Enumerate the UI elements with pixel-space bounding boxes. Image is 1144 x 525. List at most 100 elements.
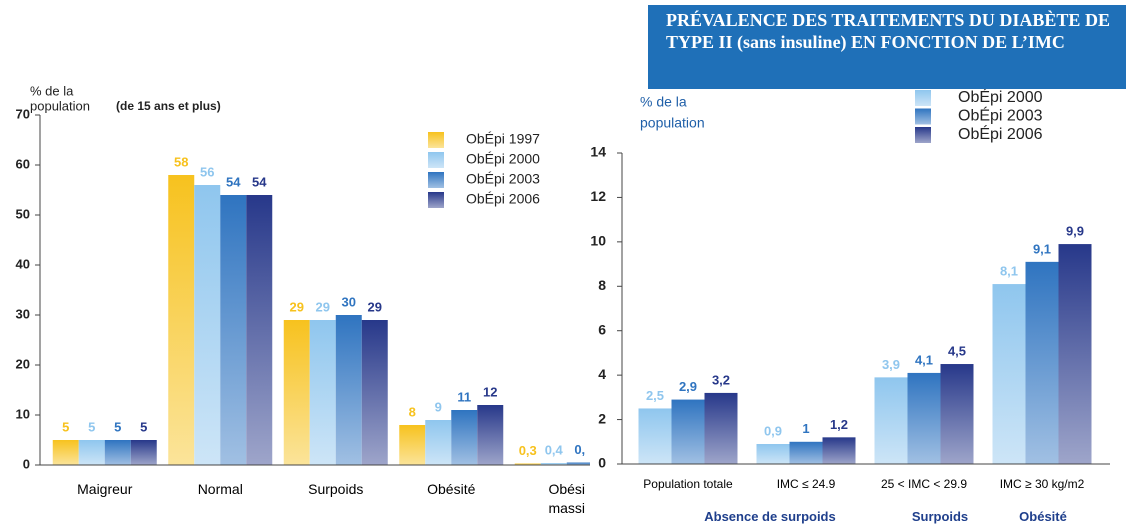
value-label: 29 <box>368 299 382 314</box>
legend-label: ObÉpi 1997 <box>466 131 540 147</box>
value-label: 56 <box>200 164 214 179</box>
bar <box>789 441 823 464</box>
group-label: Surpoids <box>911 509 969 524</box>
bar <box>361 320 388 465</box>
bar <box>540 463 567 465</box>
value-label: 58 <box>174 154 188 169</box>
value-label: 54 <box>226 174 241 189</box>
y-tick-label: 6 <box>598 321 606 337</box>
value-label: 54 <box>252 174 267 189</box>
bar <box>130 440 157 465</box>
value-label: 0, <box>574 442 585 457</box>
legend-swatch <box>428 152 444 168</box>
bar <box>104 440 131 465</box>
value-label: 4,1 <box>915 352 933 367</box>
bar <box>638 408 672 464</box>
value-label: 5 <box>88 419 95 434</box>
chart-title: PRÉVALENCE DES TRAITEMENTS DU DIABÈTE DE… <box>648 5 1126 89</box>
value-label: 9,9 <box>1066 224 1084 239</box>
value-label: 8 <box>409 404 416 419</box>
value-label: 9 <box>435 399 442 414</box>
bar <box>992 284 1026 464</box>
y-tick-label: 14 <box>590 144 606 160</box>
legend-label: ObÉpi 2003 <box>958 106 1043 125</box>
value-label: 0,9 <box>764 423 782 438</box>
value-label: 29 <box>290 299 304 314</box>
value-label: 2,5 <box>646 388 664 403</box>
bar <box>940 364 974 464</box>
bar <box>514 463 541 465</box>
value-label: 29 <box>316 299 330 314</box>
y-axis-label: % de la <box>640 94 687 110</box>
x-tick-label: Population totale <box>643 477 733 491</box>
bar <box>477 405 504 465</box>
x-tick-label: Normal <box>197 481 243 497</box>
bar <box>52 440 79 465</box>
bar <box>566 462 590 465</box>
bar <box>451 410 478 465</box>
value-label: 30 <box>342 294 356 309</box>
bar <box>399 425 426 465</box>
legend-label: ObÉpi 2000 <box>958 87 1043 106</box>
value-label: 3,9 <box>882 357 900 372</box>
x-tick-label: Surpoids <box>308 481 364 497</box>
x-tick-label: Maigreur <box>77 481 133 497</box>
x-tick-label: Obési massi <box>548 481 586 516</box>
bar <box>671 399 705 464</box>
y-tick-label: 20 <box>16 356 30 371</box>
y-tick-label: 8 <box>598 277 606 293</box>
x-tick-label: 25 < IMC < 29.9 <box>880 477 968 491</box>
bar <box>220 195 247 465</box>
bar <box>309 320 336 465</box>
y-tick-label: 0 <box>23 456 30 471</box>
y-axis-label: population <box>30 98 90 113</box>
x-tick-label: IMC ≤ 24.9 <box>776 477 836 491</box>
legend-swatch <box>915 90 931 106</box>
value-label: 8,1 <box>1000 264 1018 279</box>
legend-label: ObÉpi 2003 <box>466 171 540 187</box>
value-label: 2,9 <box>679 379 697 394</box>
bar <box>168 175 195 465</box>
y-axis-label: population <box>640 115 705 131</box>
y-tick-label: 2 <box>598 410 606 426</box>
value-label: 0,4 <box>545 442 564 457</box>
value-label: 1 <box>802 421 809 436</box>
y-tick-label: 50 <box>16 206 30 221</box>
group-label: Obésité <box>1019 509 1067 524</box>
bar <box>756 444 790 464</box>
legend-swatch <box>428 172 444 188</box>
value-label: 9,1 <box>1033 241 1051 256</box>
bar <box>283 320 310 465</box>
legend-label: ObÉpi 2006 <box>958 124 1043 143</box>
bar <box>425 420 452 465</box>
bar <box>874 377 908 464</box>
legend-label: ObÉpi 2000 <box>466 151 540 167</box>
y-tick-label: 70 <box>16 106 30 121</box>
value-label: 11 <box>457 389 471 404</box>
bar <box>78 440 105 465</box>
y-tick-label: 4 <box>598 366 606 382</box>
x-tick-label: IMC ≥ 30 kg/m2 <box>999 477 1085 491</box>
value-label: 5 <box>140 419 147 434</box>
group-label: Absence de surpoids <box>704 509 836 524</box>
y-tick-label: 10 <box>590 233 606 249</box>
bar <box>194 185 221 465</box>
legend-swatch <box>428 132 444 148</box>
y-axis-note: (de 15 ans et plus) <box>116 99 221 113</box>
y-tick-label: 12 <box>590 188 606 204</box>
y-tick-label: 60 <box>16 156 30 171</box>
value-label: 3,2 <box>712 372 730 387</box>
legend-swatch <box>428 192 444 208</box>
bar <box>704 392 738 464</box>
value-label: 5 <box>62 419 69 434</box>
value-label: 12 <box>483 384 497 399</box>
legend-swatch <box>915 127 931 143</box>
x-tick-label: Obésité <box>427 481 476 497</box>
value-label: 0,3 <box>519 443 537 458</box>
y-tick-label: 30 <box>16 306 30 321</box>
y-tick-label: 40 <box>16 256 30 271</box>
legend-swatch <box>915 108 931 125</box>
value-label: 5 <box>114 419 121 434</box>
